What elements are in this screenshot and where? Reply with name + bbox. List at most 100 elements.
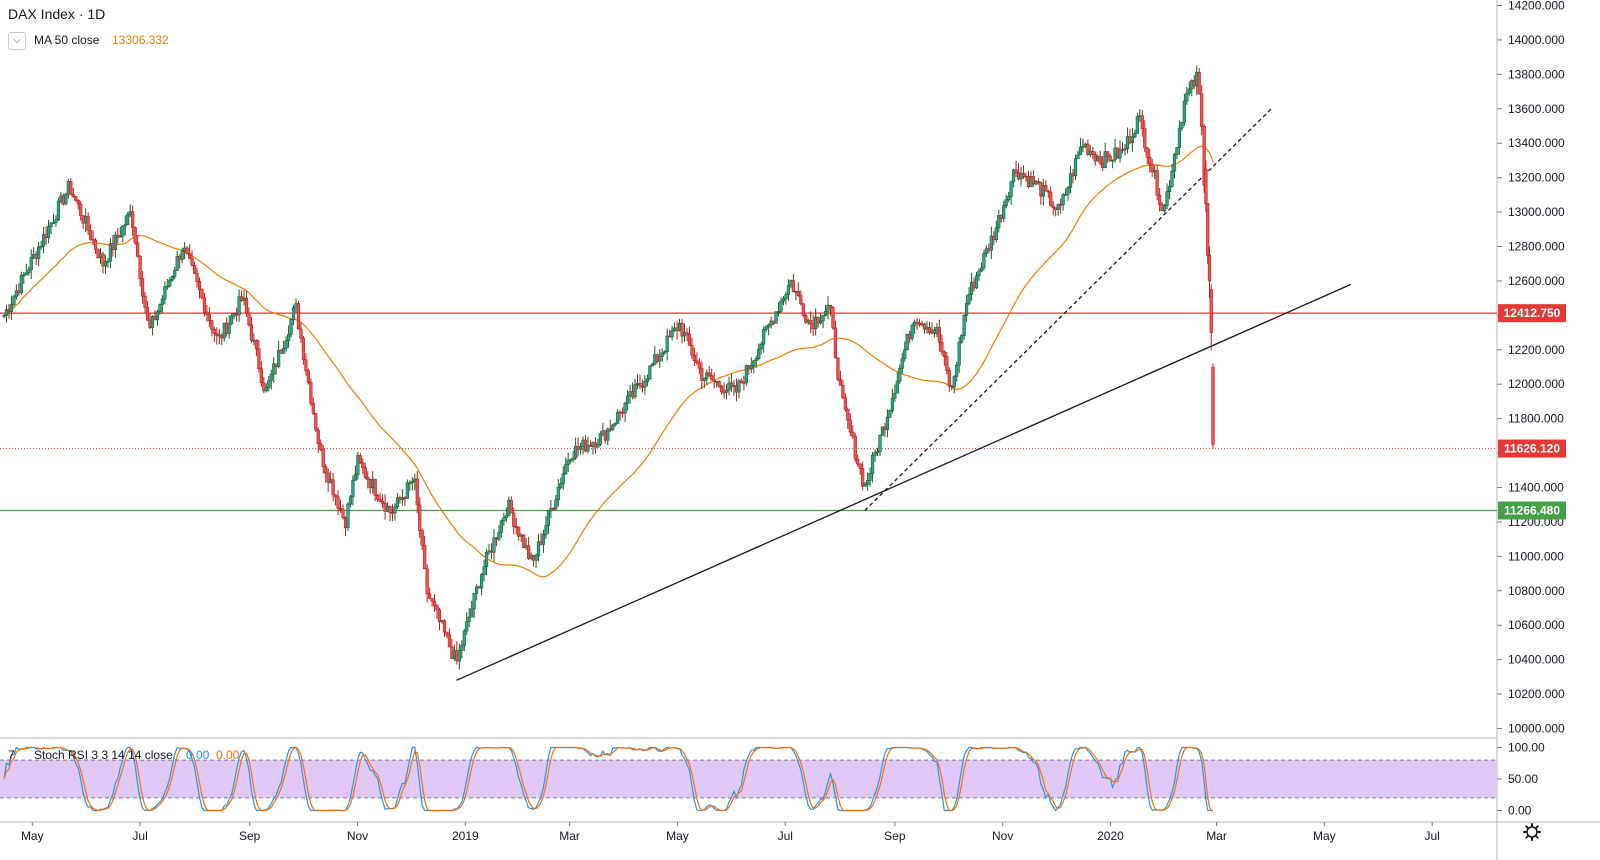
candle-body [1165,191,1169,206]
candle-body [420,530,424,546]
candle [269,369,273,390]
candle [1091,146,1095,160]
candle [551,507,555,511]
candle [967,287,971,306]
candle-body [903,349,907,360]
candle-body [1046,190,1050,193]
candle [596,438,600,448]
candle-body [282,348,286,354]
candle-body [465,621,469,632]
candle [831,306,835,330]
candle-body [1014,169,1018,173]
candle [994,220,998,243]
candle-body [809,319,813,325]
candle [54,215,58,227]
candle [1172,152,1177,179]
candle [697,358,701,375]
candle [1046,189,1050,198]
price-tick-label: 12800.000 [1508,240,1565,254]
candle-body [319,443,323,450]
candle [534,553,538,568]
candle [982,249,986,271]
candle [51,213,56,224]
candle [913,319,917,334]
price-tick-label: 10200.000 [1508,687,1565,701]
candle-body [744,365,748,384]
candle [878,434,882,456]
candle-body [759,343,763,350]
candle [202,292,207,317]
price-tick-label: 12000.000 [1508,377,1565,391]
candle [79,200,83,221]
candle-body [648,365,652,380]
chart-title: DAX Index · 1D [8,6,106,22]
candle-body [175,256,179,271]
candle-body [596,444,600,448]
candle [1202,124,1206,193]
candle-body [351,480,355,498]
candle-body [299,328,303,339]
candle [900,352,904,374]
candle-body [262,382,266,392]
candle [1135,112,1139,135]
candle-body [658,356,662,362]
candle [393,503,397,521]
candle-body [885,417,890,430]
candle [828,305,833,316]
candle-body [1185,92,1189,102]
candle-body [19,274,23,293]
price-levels [0,312,1497,512]
candle-body [324,466,328,474]
candle [465,612,469,636]
candle-body [376,495,380,500]
candle-body [838,379,843,386]
price-axis-ticks: 10000.000 10200.000 10400.000 10600.000 1080… [1497,0,1565,736]
trendlines [456,108,1352,681]
gear-icon[interactable] [1523,823,1541,841]
candle [432,593,437,612]
candle-body [37,246,41,259]
candle [423,535,427,570]
candle-body [1162,205,1167,212]
candle [445,631,449,639]
candle [457,643,461,670]
candle-body [46,226,51,238]
candle [977,268,981,281]
candle [1209,284,1213,350]
candle-body [408,482,412,485]
candle [663,350,667,355]
candle-body [254,339,259,350]
candle [566,452,570,472]
candle [1204,160,1208,213]
chevron-down-icon[interactable]: ⌵ [8,32,26,50]
candle [138,255,142,287]
candle-body [289,319,293,335]
candle [1175,147,1179,160]
candle-body [767,324,771,328]
candle [517,526,521,541]
candle-body [71,194,75,197]
candle-body [165,285,169,288]
candle-body [1172,154,1177,172]
candle [729,374,734,392]
candle-body [687,333,692,346]
candle-body [93,239,98,250]
candle [848,413,852,437]
candle-body [828,305,833,309]
candle [12,294,16,307]
candle-body [670,330,674,338]
candle [150,315,155,336]
candle [843,393,847,412]
candle-body [1106,151,1110,157]
stoch-legend[interactable]: 7 Stoch RSI 3 3 14 14 close 0.00 0.00 [8,748,240,762]
candle [512,507,516,535]
candle [1150,159,1154,177]
price-tick-label: 12200.000 [1508,343,1565,357]
candle [1207,246,1212,299]
candle-body [1177,127,1182,148]
candle-body [410,481,414,484]
candle [1177,120,1182,155]
stoch-label: Stoch RSI 3 3 14 14 close [34,748,173,762]
candle-body [301,337,306,360]
